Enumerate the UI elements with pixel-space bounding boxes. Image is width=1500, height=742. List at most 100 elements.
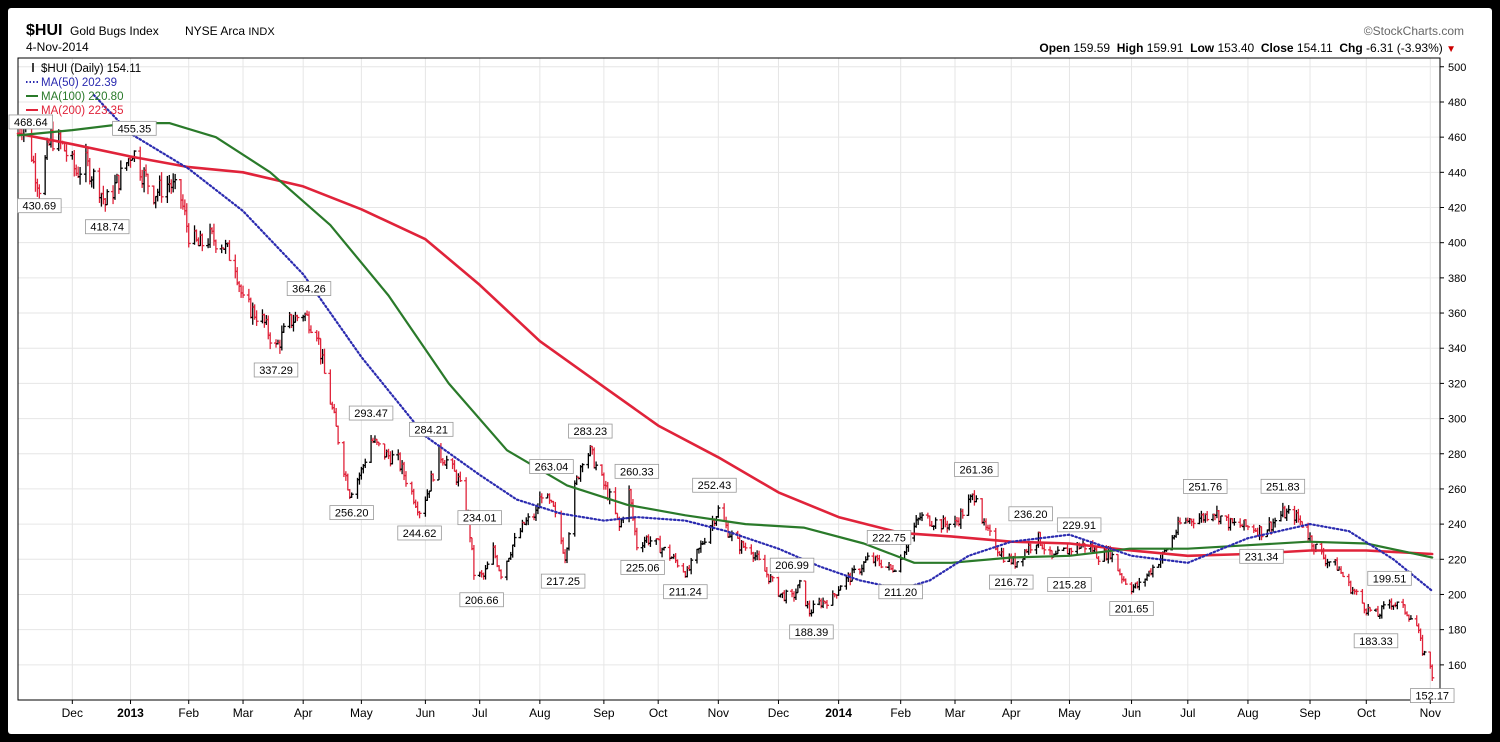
ohlc-bar [241, 285, 246, 298]
x-tick-label: 2014 [825, 706, 852, 720]
y-tick-label: 380 [1448, 273, 1466, 285]
ohlc-bar [974, 495, 979, 503]
chart-legend: $HUI (Daily) 154.11 MA(50) 202.39 MA(100) … [26, 63, 141, 117]
x-tick-label: Aug [529, 706, 550, 720]
annotation-box [1353, 633, 1399, 649]
legend-label: MA(100) 220.80 [41, 91, 123, 103]
x-tick-label: Jun [1122, 706, 1141, 720]
price-annotation: 455.35 [112, 120, 157, 136]
ohlc-bar [1381, 601, 1386, 610]
price-annotation: 256.20 [329, 505, 374, 521]
annotation-box [866, 530, 912, 545]
annotation-label: 468.64 [14, 117, 48, 129]
annotation-label: 231.34 [1245, 551, 1279, 563]
ohlc-bar [743, 542, 748, 551]
chart-panel: $HUI Gold Bugs Index NYSE Arca INDX 4-No… [8, 8, 1492, 734]
annotation-label: 211.24 [669, 587, 702, 599]
ohlc-bar [1245, 525, 1250, 531]
price-annotation: 183.33 [1353, 633, 1399, 649]
ohlc-bar [390, 450, 395, 465]
ohlc-bar [776, 576, 781, 597]
price-annotation: 337.29 [253, 362, 299, 378]
grid-lines [18, 58, 1440, 700]
ohlc-bar [1042, 543, 1047, 555]
x-tick-label: Mar [233, 706, 254, 720]
x-tick-label: Nov [708, 706, 729, 720]
y-tick-label: 160 [1448, 660, 1466, 672]
x-tick-label: May [350, 706, 373, 720]
annotation-box [459, 592, 504, 608]
ohlc-bar [757, 550, 762, 561]
ohlc-bar [444, 455, 449, 470]
annotation-label: 260.33 [620, 466, 654, 478]
annotation-box [409, 421, 454, 437]
ohlc-bar [91, 168, 96, 189]
ohlc-bar [811, 600, 816, 614]
y-tick-label: 440 [1448, 167, 1466, 179]
ohlc-bar [920, 512, 925, 522]
ohlc-bar [458, 471, 463, 482]
annotation-label: 211.20 [884, 587, 917, 599]
x-tick-label: Aug [1237, 706, 1258, 720]
annotation-label: 236.20 [1014, 509, 1048, 521]
chg-label: Chg [1339, 41, 1363, 55]
price-annotation: 364.26 [286, 281, 332, 296]
ma50-line [92, 93, 1434, 592]
ohlc-bar [78, 167, 83, 185]
ohlc-bar [865, 552, 870, 561]
x-tick-label: Sep [593, 706, 615, 720]
ohlc-bar [770, 575, 775, 582]
y-tick-label: 200 [1448, 589, 1466, 601]
annotation-label: 293.47 [354, 408, 388, 420]
ohlc-bar [105, 189, 110, 206]
annotation-box [17, 198, 62, 214]
ohlc-bar [281, 323, 286, 333]
annotation-label: 251.76 [1188, 481, 1222, 493]
price-annotation: 206.99 [769, 557, 815, 573]
ohlc-bar [933, 517, 938, 529]
ohlc-readout: Open 159.59 High 159.91 Low 153.40 Close… [1039, 41, 1456, 55]
annotation-label: 283.23 [573, 426, 607, 438]
ohlc-bar [702, 537, 707, 545]
y-axis: 160 180 200 220 240 260 280 300 320 340 360 380 400 4… [1440, 62, 1466, 672]
annotation-label: 234.01 [463, 513, 497, 525]
ohlc-bar [675, 559, 680, 568]
y-tick-label: 220 [1448, 554, 1466, 566]
x-tick-label: Oct [1357, 706, 1376, 720]
ohlc-bar [1232, 518, 1237, 526]
ohlc-bar [64, 144, 69, 162]
price-annotation: 215.28 [1047, 577, 1092, 592]
legend-item: MA(50) 202.39 [26, 77, 117, 89]
annotation-label: 256.20 [335, 508, 369, 520]
ohlc-bar [1178, 517, 1183, 525]
price-chart[interactable]: 468.64 430.69 418.74 455.35 337.29 364.26 293.… [8, 8, 1492, 734]
chg-value: -6.31 (-3.93%) [1366, 41, 1443, 55]
annotation-box [1183, 479, 1228, 494]
ohlc-bar [594, 461, 599, 471]
ohlc-bars [16, 115, 1435, 682]
annotation-label: 216.72 [994, 577, 1028, 589]
x-tick-label: Feb [890, 706, 911, 720]
brand-logo[interactable]: ©StockCharts.com [1363, 24, 1464, 38]
ohlc-bar [892, 569, 897, 573]
annotation-label: 261.36 [960, 465, 994, 477]
annotation-label: 206.99 [775, 560, 809, 572]
ohlc-bar [471, 545, 476, 580]
ohlc-bar [336, 425, 341, 445]
ohlc-bar [485, 561, 490, 570]
annotation-box [348, 405, 394, 421]
price-annotation: 199.51 [1367, 570, 1412, 586]
ohlc-bar [499, 569, 504, 580]
ohlc-bar [539, 493, 544, 504]
annotation-box [1047, 577, 1092, 592]
ohlc-bar [254, 310, 259, 326]
x-tick-label: Apr [294, 706, 313, 720]
price-annotation: 234.01 [457, 510, 502, 526]
price-annotation: 263.04 [529, 459, 574, 474]
ohlc-bar [1137, 577, 1142, 591]
y-tick-label: 500 [1448, 62, 1466, 74]
annotation-box [769, 557, 815, 573]
low-value: 153.40 [1217, 41, 1255, 55]
ohlc-bar [648, 536, 653, 547]
ohlc-bar [295, 314, 300, 322]
